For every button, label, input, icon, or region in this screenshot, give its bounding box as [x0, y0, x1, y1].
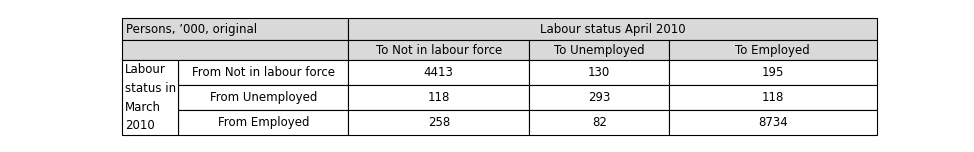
Text: Labour status April 2010: Labour status April 2010	[540, 22, 686, 36]
Bar	[349, 60, 530, 85]
Bar	[530, 85, 669, 110]
Text: 195: 195	[762, 66, 784, 79]
Text: 82: 82	[592, 116, 607, 129]
Bar	[530, 110, 669, 135]
Text: 130: 130	[588, 66, 611, 79]
Text: Persons, ’000, original: Persons, ’000, original	[126, 22, 257, 36]
Text: To Unemployed: To Unemployed	[554, 44, 645, 57]
Bar	[669, 110, 877, 135]
Bar	[530, 40, 669, 60]
Text: From Not in labour force: From Not in labour force	[192, 66, 335, 79]
Text: To Not in labour force: To Not in labour force	[376, 44, 502, 57]
Bar	[530, 60, 669, 85]
Bar	[669, 60, 877, 85]
Text: 293: 293	[588, 91, 611, 104]
Text: 2010: 2010	[125, 119, 155, 132]
Text: status in: status in	[125, 82, 176, 95]
Bar	[349, 18, 877, 40]
Bar	[349, 85, 530, 110]
Text: From Employed: From Employed	[217, 116, 309, 129]
Bar	[669, 40, 877, 60]
Text: To Employed: To Employed	[735, 44, 810, 57]
Bar	[349, 110, 530, 135]
Text: 258: 258	[428, 116, 450, 129]
Bar	[669, 85, 877, 110]
Text: 118: 118	[428, 91, 450, 104]
Bar	[349, 40, 530, 60]
Bar	[178, 85, 349, 110]
Bar	[122, 60, 178, 135]
Text: March: March	[125, 101, 161, 114]
Text: From Unemployed: From Unemployed	[209, 91, 317, 104]
Bar	[122, 18, 349, 40]
Text: 118: 118	[762, 91, 784, 104]
Bar	[122, 40, 349, 60]
Text: Labour: Labour	[125, 63, 166, 76]
Bar	[178, 60, 349, 85]
Text: 4413: 4413	[424, 66, 454, 79]
Bar	[178, 110, 349, 135]
Text: 8734: 8734	[758, 116, 788, 129]
